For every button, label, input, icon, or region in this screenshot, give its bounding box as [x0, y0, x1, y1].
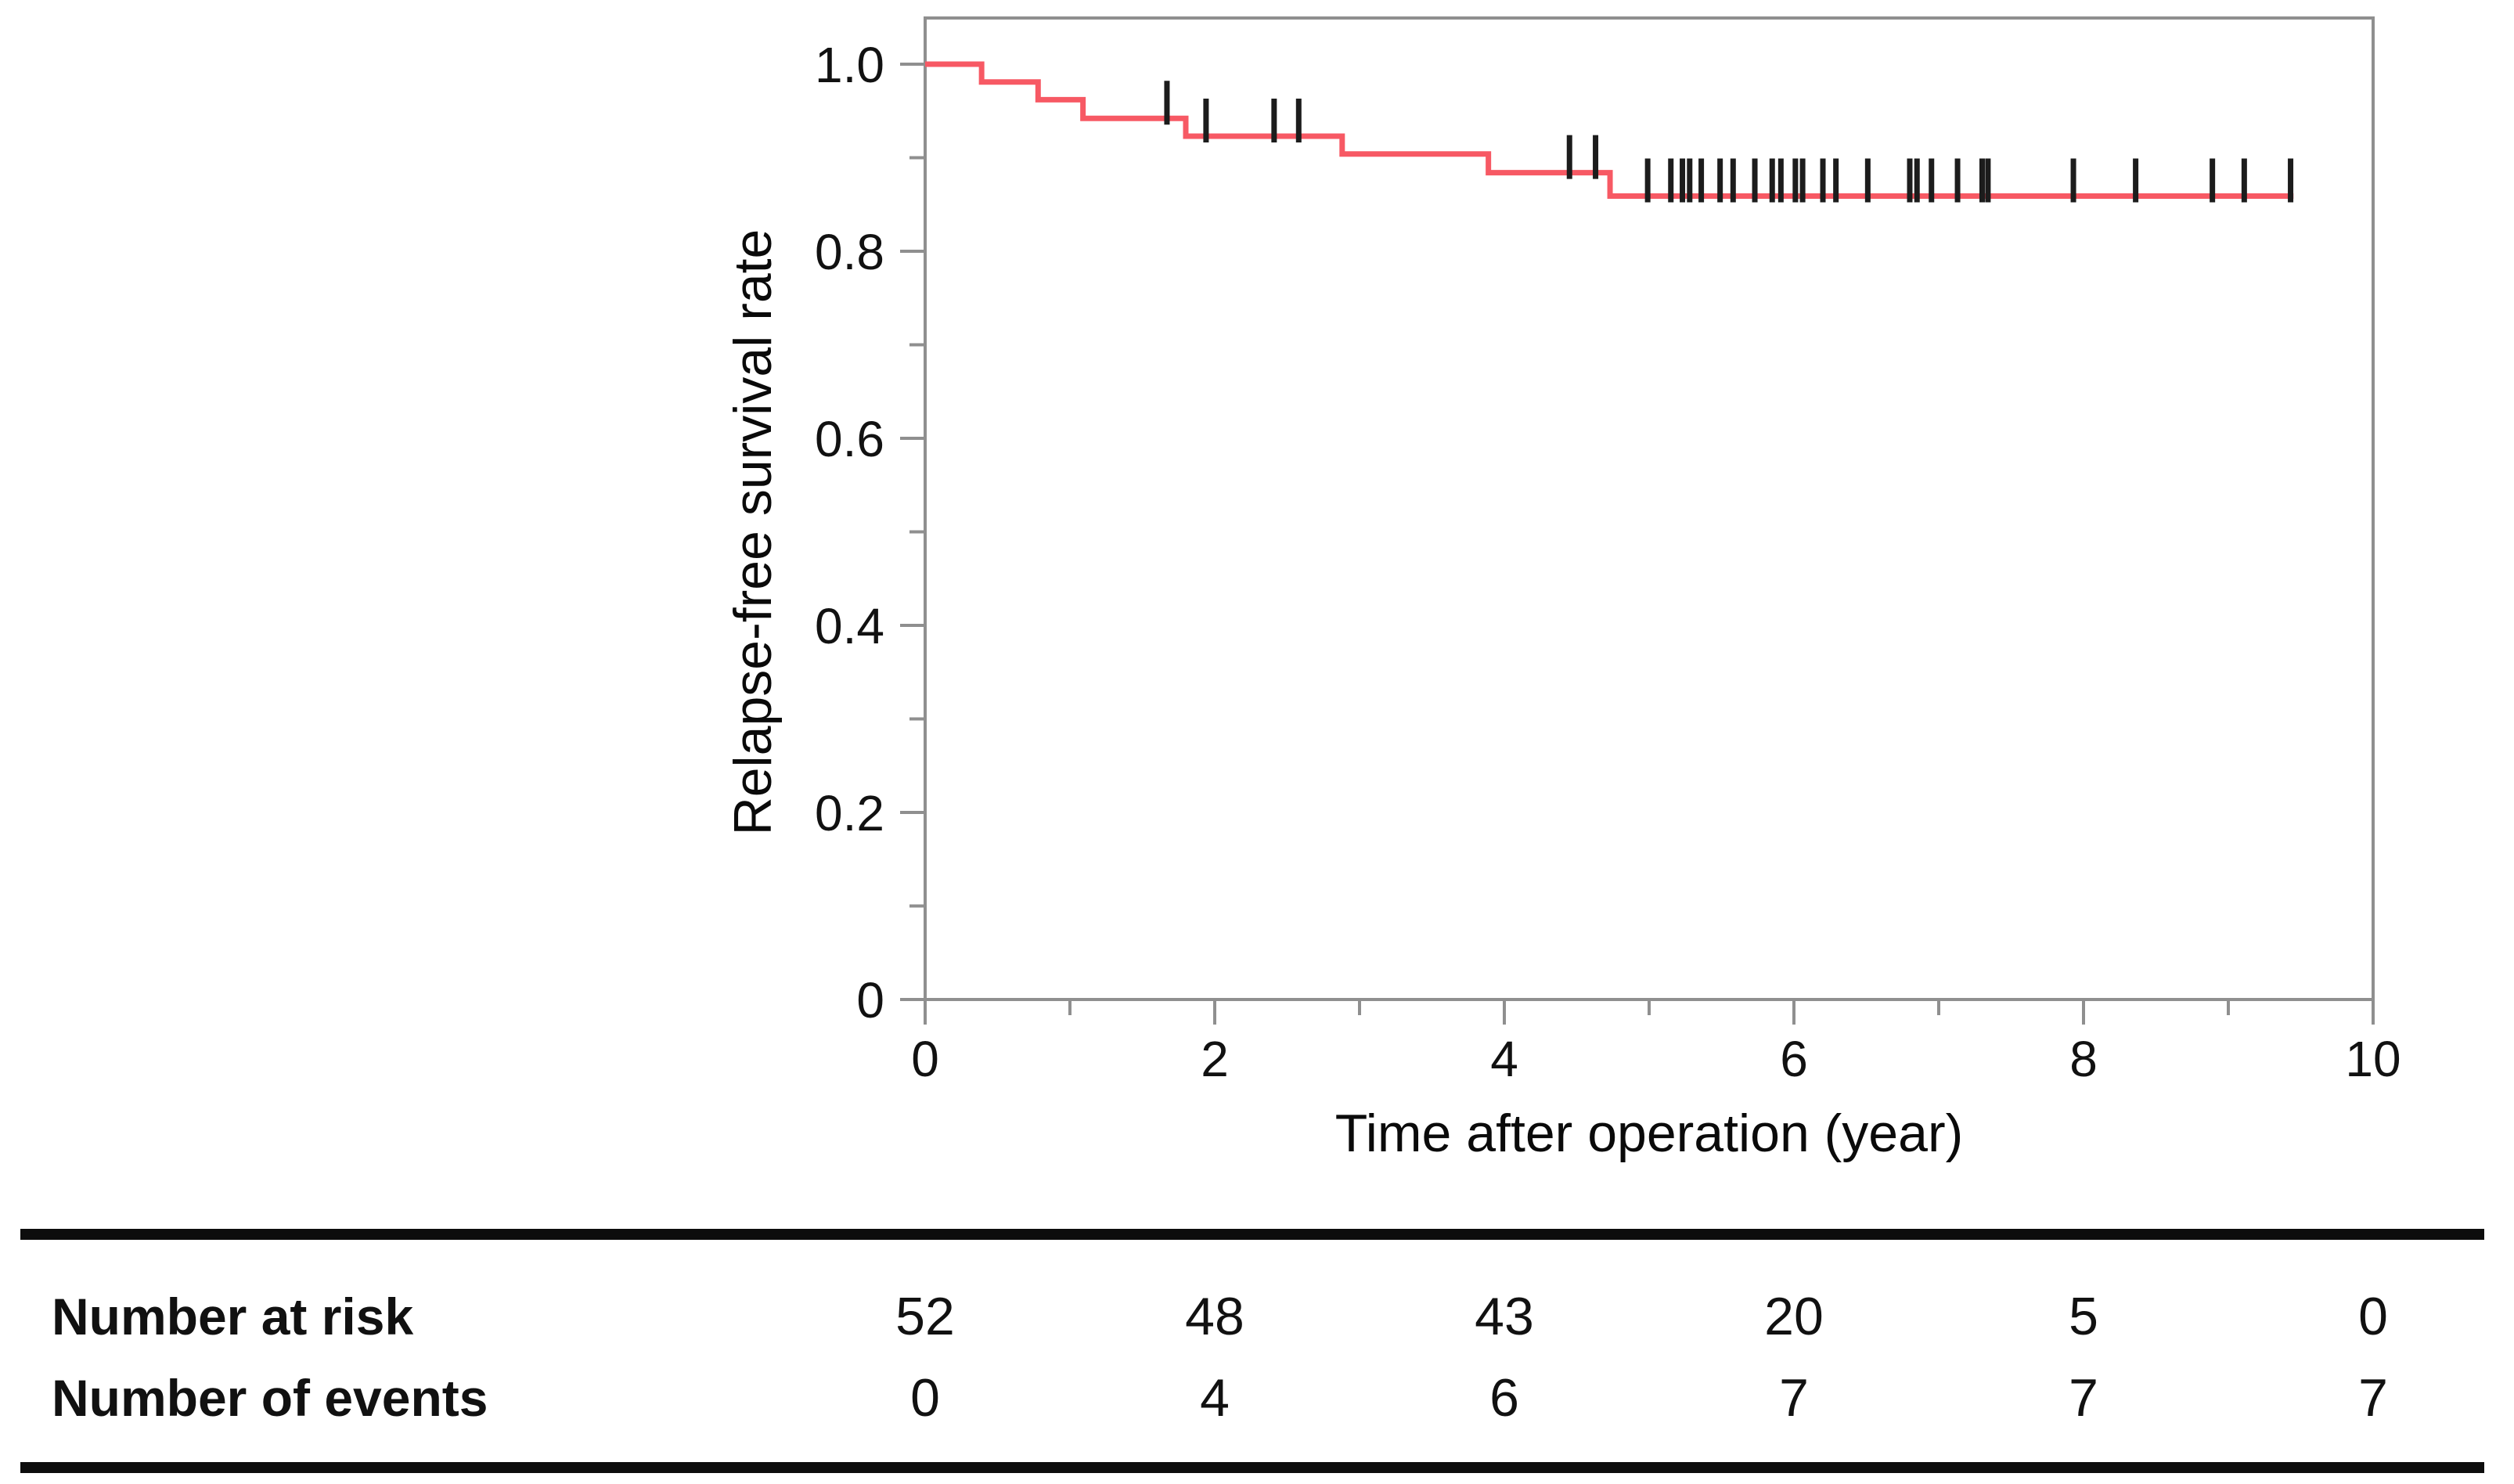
y-tick-label: 0 — [856, 972, 884, 1028]
survival-plot-canvas: 0 2 4 6 8 10 0 0.2 0.4 0.6 0.8 1.0 — [815, 16, 2401, 1087]
y-tick-label: 0.2 — [815, 785, 884, 841]
number-at-risk-label: Number at risk — [52, 1288, 414, 1345]
x-tick-label: 0 — [911, 1031, 939, 1087]
x-tick-label: 4 — [1490, 1031, 1518, 1087]
events-value-year-2: 4 — [1200, 1368, 1230, 1428]
x-axis-title: Time after operation (year) — [1334, 1104, 1964, 1163]
y-tick-label: 0.8 — [815, 224, 884, 280]
risk-table-top-rule — [20, 1229, 2484, 1240]
x-tick-label: 6 — [1780, 1031, 1808, 1087]
at-risk-value-year-0: 52 — [895, 1287, 955, 1346]
x-tick-label: 10 — [2345, 1031, 2401, 1087]
events-value-year-0: 0 — [910, 1368, 940, 1428]
events-value-year-4: 6 — [1489, 1368, 1519, 1428]
km-curve — [925, 61, 2294, 199]
number-at-risk-row: Number at risk 52 48 43 20 5 0 — [0, 1280, 2514, 1353]
events-value-year-8: 7 — [2069, 1368, 2098, 1428]
y-tick-label: 0.6 — [815, 411, 884, 467]
at-risk-value-year-2: 48 — [1185, 1287, 1244, 1346]
number-of-events-row: Number of events 0 4 6 7 7 7 — [0, 1362, 2514, 1434]
at-risk-value-year-6: 20 — [1764, 1287, 1824, 1346]
at-risk-value-year-4: 43 — [1475, 1287, 1534, 1346]
events-value-year-10: 7 — [2358, 1368, 2388, 1428]
y-tick-label: 1.0 — [815, 37, 884, 93]
y-axis-title: Relapse-free survival rate — [723, 229, 783, 836]
y-tick-label: 0.4 — [815, 598, 884, 654]
at-risk-value-year-8: 5 — [2069, 1287, 2098, 1346]
events-value-year-6: 7 — [1779, 1368, 1809, 1428]
x-tick-label: 2 — [1201, 1031, 1229, 1087]
risk-table-bottom-rule — [20, 1462, 2484, 1473]
x-tick-label: 8 — [2069, 1031, 2098, 1087]
number-of-events-label: Number of events — [52, 1369, 488, 1427]
at-risk-value-year-10: 0 — [2358, 1287, 2388, 1346]
